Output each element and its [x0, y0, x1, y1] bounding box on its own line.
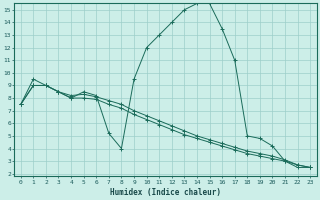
X-axis label: Humidex (Indice chaleur): Humidex (Indice chaleur)	[110, 188, 221, 197]
